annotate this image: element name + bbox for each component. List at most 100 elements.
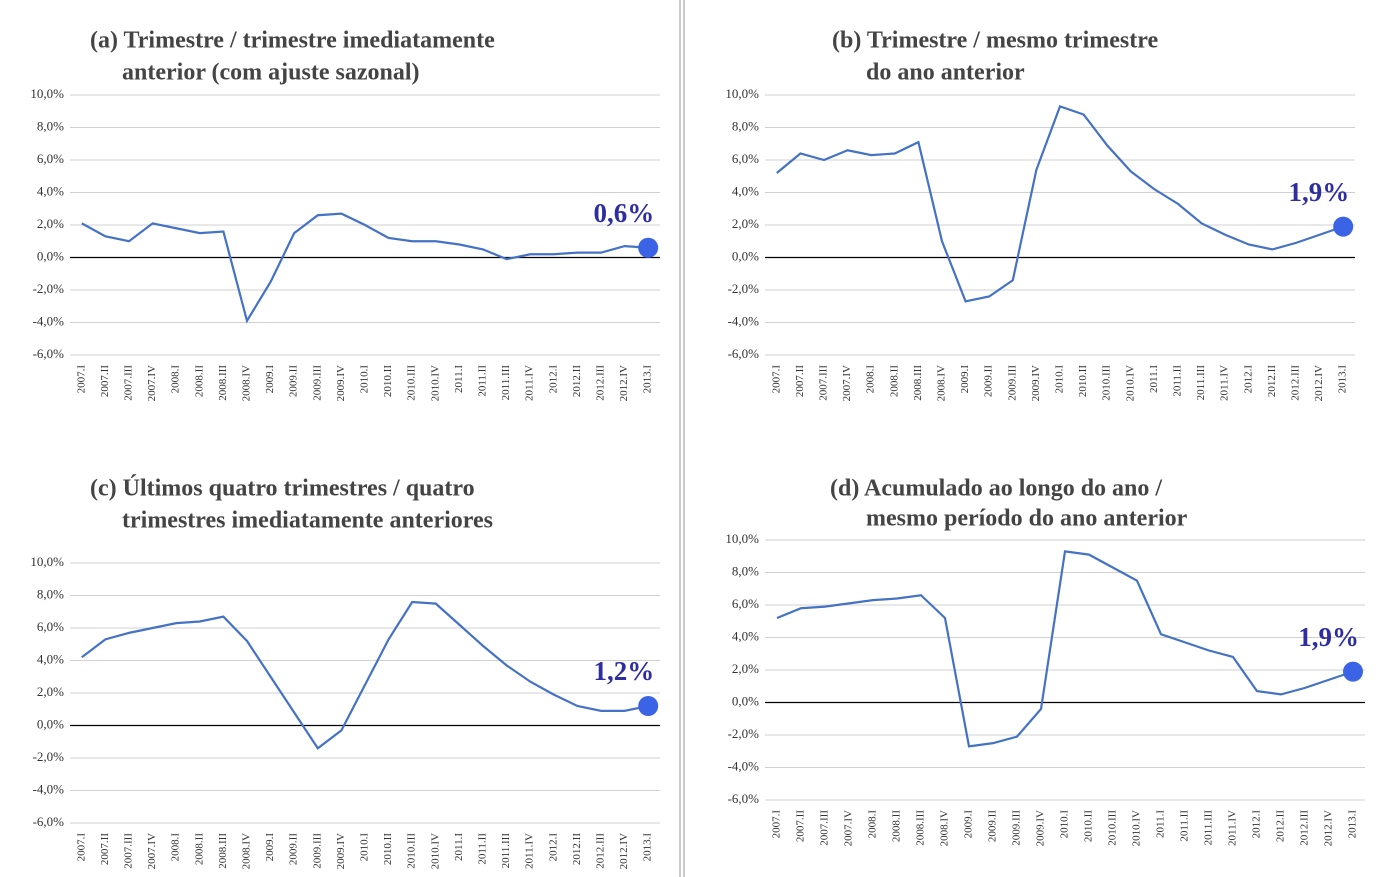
annotation: 1,2%: [593, 656, 654, 686]
y-tick-label: 8,0%: [37, 586, 64, 601]
x-tick-label: 2012.IV: [618, 833, 630, 869]
y-tick-label: 10,0%: [725, 531, 759, 546]
x-tick-label: 2011.II: [1179, 810, 1191, 842]
x-tick-label: 2008.IV: [939, 810, 951, 846]
x-tick-label: 2011.IV: [524, 365, 536, 401]
chart-title: mesmo período do ano anterior: [866, 506, 1188, 532]
x-tick-label: 2010.I: [359, 833, 371, 862]
x-tick-label: 2007.III: [818, 365, 830, 401]
x-tick-label: 2009.III: [311, 833, 323, 869]
y-tick-label: -4,0%: [728, 758, 760, 773]
annotation: 1,9%: [1298, 622, 1359, 652]
x-tick-label: 2009.II: [983, 365, 995, 397]
y-tick-label: 6,0%: [37, 619, 64, 634]
x-tick-label: 2007.II: [795, 810, 807, 842]
x-tick-label: 2012.IV: [1313, 365, 1325, 401]
x-tick-label: 2013.I: [642, 833, 654, 862]
y-tick-label: 2,0%: [732, 216, 759, 231]
y-tick-label: -6,0%: [33, 814, 65, 829]
data-line: [776, 104, 1344, 303]
x-tick-label: 2008.II: [193, 833, 205, 865]
annotation: 0,6%: [593, 198, 654, 228]
x-tick-label: 2007.III: [123, 833, 135, 869]
x-tick-label: 2011.IV: [1227, 810, 1239, 846]
x-tick-label: 2007.I: [770, 365, 782, 394]
x-tick-label: 2010.I: [359, 365, 371, 394]
x-tick-label: 2008.I: [867, 810, 879, 839]
x-tick-label: 2009.IV: [1030, 365, 1042, 401]
x-tick-label: 2011.I: [1148, 365, 1160, 393]
x-tick-label: 2010.IV: [429, 365, 441, 401]
x-tick-label: 2009.II: [288, 833, 300, 865]
x-tick-label: 2007.III: [123, 365, 135, 401]
y-tick-label: 4,0%: [37, 183, 64, 198]
x-tick-label: 2012.IV: [618, 365, 630, 401]
x-tick-label: 2009.III: [1011, 810, 1023, 846]
x-tick-label: 2013.I: [642, 365, 654, 394]
x-tick-label: 2012.IV: [1323, 810, 1335, 846]
y-tick-label: -6,0%: [728, 791, 760, 806]
x-tick-label: 2009.I: [963, 810, 975, 839]
x-tick-label: 2008.IV: [241, 365, 253, 401]
data-line: [81, 600, 649, 750]
chart-title: (a) Trimestre / trimestre imediatamente: [90, 28, 495, 54]
x-tick-label: 2009.I: [959, 365, 971, 394]
y-tick-label: -6,0%: [33, 346, 65, 361]
x-tick-label: 2010.II: [1083, 810, 1095, 842]
x-tick-label: 2009.I: [264, 833, 276, 862]
x-tick-label: 2010.III: [1101, 365, 1113, 401]
x-tick-label: 2012.III: [595, 365, 607, 401]
x-tick-label: 2011.III: [1203, 810, 1215, 846]
y-tick-label: 2,0%: [37, 684, 64, 699]
x-tick-label: 2009.IV: [335, 833, 347, 869]
y-tick-label: 4,0%: [37, 651, 64, 666]
x-tick-label: 2010.IV: [429, 833, 441, 869]
x-tick-label: 2008.II: [891, 810, 903, 842]
x-tick-label: 2010.II: [382, 833, 394, 865]
x-tick-label: 2008.I: [865, 365, 877, 394]
y-tick-label: 0,0%: [37, 248, 64, 263]
x-tick-label: 2007.II: [99, 833, 111, 865]
y-tick-label: 6,0%: [37, 151, 64, 166]
x-tick-label: 2009.I: [264, 365, 276, 394]
x-tick-label: 2010.I: [1059, 810, 1071, 839]
x-tick-label: 2007.IV: [146, 833, 158, 869]
chart-title: (d) Acumulado ao longo do ano /: [830, 476, 1162, 502]
y-tick-label: -4,0%: [33, 313, 65, 328]
x-tick-label: 2012.II: [1266, 365, 1278, 397]
x-tick-label: 2008.III: [217, 833, 229, 869]
y-tick-label: 10,0%: [725, 86, 759, 101]
x-tick-label: 2012.I: [1251, 810, 1263, 839]
x-tick-label: 2012.I: [547, 833, 559, 862]
x-tick-label: 2012.II: [571, 365, 583, 397]
y-tick-label: -4,0%: [33, 781, 65, 796]
x-tick-label: 2010.I: [1054, 365, 1066, 394]
x-tick-label: 2011.II: [1172, 365, 1184, 397]
y-tick-label: 6,0%: [732, 596, 759, 611]
x-tick-label: 2012.II: [571, 833, 583, 865]
x-tick-label: 2009.III: [1006, 365, 1018, 401]
x-tick-label: 2010.III: [406, 365, 418, 401]
y-tick-label: 4,0%: [732, 183, 759, 198]
x-tick-label: 2008.I: [170, 833, 182, 862]
y-tick-label: -6,0%: [728, 346, 760, 361]
y-tick-label: -4,0%: [728, 313, 760, 328]
data-line: [81, 212, 649, 324]
y-tick-label: 2,0%: [37, 216, 64, 231]
x-tick-label: 2013.I: [1347, 810, 1359, 839]
y-tick-label: -2,0%: [728, 726, 760, 741]
last-point: [638, 237, 659, 258]
chart-title: (b) Trimestre / mesmo trimestre: [832, 28, 1158, 54]
x-tick-label: 2008.I: [170, 365, 182, 394]
chart-title: do ano anterior: [866, 60, 1025, 86]
x-tick-label: 2007.IV: [841, 365, 853, 401]
y-tick-label: 4,0%: [732, 628, 759, 643]
annotation: 1,9%: [1288, 177, 1349, 207]
x-tick-label: 2007.I: [75, 365, 87, 394]
x-tick-label: 2011.I: [1155, 810, 1167, 838]
x-tick-label: 2011.III: [500, 365, 512, 401]
x-tick-label: 2010.III: [1107, 810, 1119, 846]
x-tick-label: 2009.II: [288, 365, 300, 397]
chart-title: trimestres imediatamente anteriores: [122, 508, 493, 534]
